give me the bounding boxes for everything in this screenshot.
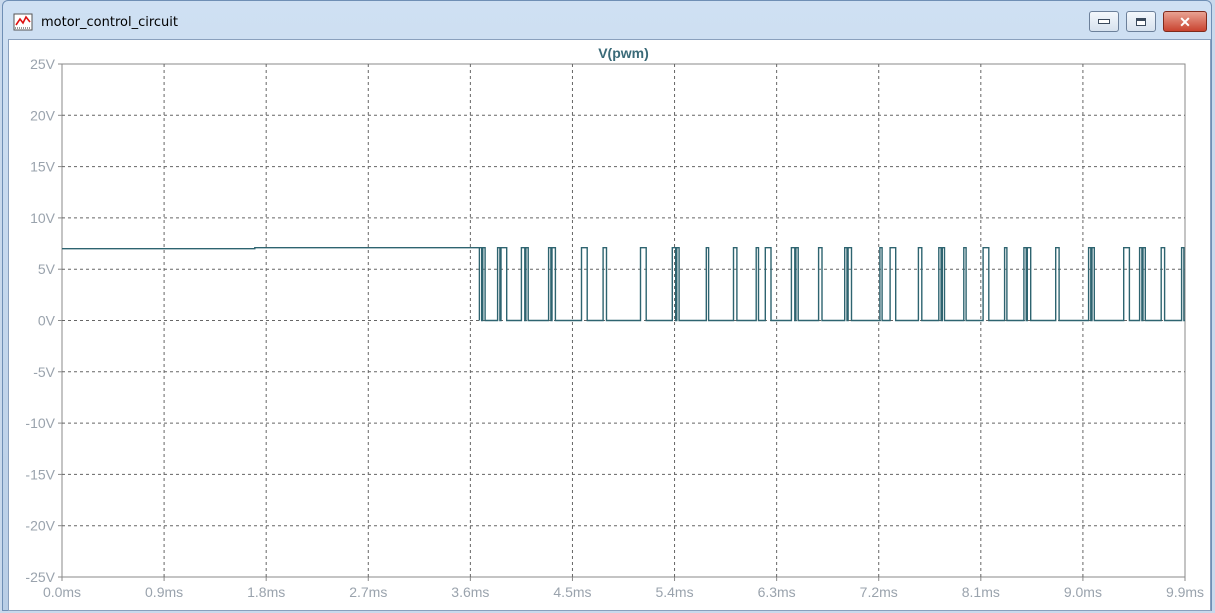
waveform-plot-icon	[13, 13, 33, 31]
pwm-pulse	[796, 248, 798, 321]
pwm-pulse	[765, 248, 771, 321]
pwm-pulse	[1005, 248, 1007, 321]
pwm-pulse	[526, 248, 528, 321]
y-tick-label: 0V	[38, 313, 56, 329]
y-tick-label: -10V	[25, 415, 55, 431]
pwm-pulse	[791, 248, 794, 321]
x-tick-label: 0.0ms	[43, 584, 81, 600]
pwm-pulse	[501, 248, 507, 321]
y-tick-label: 10V	[30, 210, 56, 226]
pwm-pulse	[983, 248, 989, 321]
series-line-vpwm	[62, 247, 1185, 322]
x-tick-label: 2.7ms	[349, 584, 387, 600]
pwm-pulse	[582, 248, 588, 321]
title-bar[interactable]: motor_control_circuit ✕	[3, 1, 1211, 39]
x-tick-label: 9.0ms	[1064, 584, 1102, 600]
pwm-pulse	[672, 248, 675, 321]
pwm-pulse	[1027, 248, 1030, 321]
x-tick-label: 8.1ms	[962, 584, 1000, 600]
y-tick-label: 25V	[30, 56, 56, 72]
pwm-pulse	[942, 248, 944, 321]
pwm-pulse	[1140, 248, 1142, 321]
pwm-pulse	[1182, 248, 1184, 321]
pwm-pulse	[1024, 248, 1026, 321]
x-tick-label: 1.8ms	[247, 584, 285, 600]
pwm-pulse	[880, 248, 882, 321]
close-icon: ✕	[1179, 13, 1191, 30]
y-tick-label: -25V	[25, 569, 55, 585]
pwm-pulse	[939, 248, 941, 321]
pwm-pulse	[483, 248, 485, 321]
pwm-pulse	[848, 248, 851, 321]
close-button[interactable]: ✕	[1163, 11, 1207, 32]
x-tick-label: 4.5ms	[553, 584, 591, 600]
pwm-pulse	[890, 248, 896, 321]
pwm-pulse	[845, 248, 847, 321]
pwm-pulse	[549, 248, 551, 321]
waveform-plot[interactable]: 25V 20V 15V 10V 5V 0V -5V -10V -15V -20V -25V0.0ms…	[9, 40, 1210, 610]
x-tick-label: 5.4ms	[655, 584, 693, 600]
window-title: motor_control_circuit	[41, 15, 178, 30]
y-tick-label: 20V	[30, 107, 56, 123]
x-tick-label: 3.6ms	[451, 584, 489, 600]
pwm-pulse	[964, 248, 966, 321]
minimize-icon	[1098, 19, 1110, 24]
x-tick-label: 0.9ms	[145, 584, 183, 600]
pwm-pulse	[734, 248, 737, 321]
plot-title: V(pwm)	[598, 45, 649, 61]
pwm-pulse	[1089, 248, 1091, 321]
pwm-pulse	[819, 248, 822, 321]
y-tick-label: 5V	[38, 261, 56, 277]
pwm-pulse	[603, 248, 606, 321]
pwm-pulse	[706, 248, 708, 321]
x-tick-label: 6.3ms	[758, 584, 796, 600]
pwm-pulse	[1161, 248, 1164, 321]
pwm-pulse	[641, 248, 647, 321]
plot-pane[interactable]: 25V 20V 15V 10V 5V 0V -5V -10V -15V -20V -25V 0.0ms…	[8, 39, 1211, 611]
pwm-pulse	[1056, 248, 1059, 321]
pwm-pulse	[552, 248, 555, 321]
pwm-pulse	[521, 248, 524, 321]
y-tick-label: -5V	[33, 364, 55, 380]
y-tick-label: -15V	[25, 466, 55, 482]
pwm-pulse	[677, 248, 679, 321]
pwm-pulse	[1124, 248, 1130, 321]
maximize-icon	[1136, 17, 1146, 26]
pwm-pulse	[918, 248, 921, 321]
x-tick-label: 7.2ms	[860, 584, 898, 600]
pwm-pulse	[1092, 248, 1094, 321]
pwm-pulse	[1143, 248, 1145, 321]
y-tick-label: -20V	[25, 518, 55, 534]
pwm-pulse	[498, 248, 500, 321]
maximize-button[interactable]	[1126, 11, 1156, 32]
pwm-pulse	[756, 248, 758, 321]
pwm-pulse	[479, 248, 481, 321]
x-tick-label: 9.9ms	[1166, 584, 1204, 600]
y-tick-label: 15V	[30, 159, 56, 175]
minimize-button[interactable]	[1089, 11, 1119, 32]
